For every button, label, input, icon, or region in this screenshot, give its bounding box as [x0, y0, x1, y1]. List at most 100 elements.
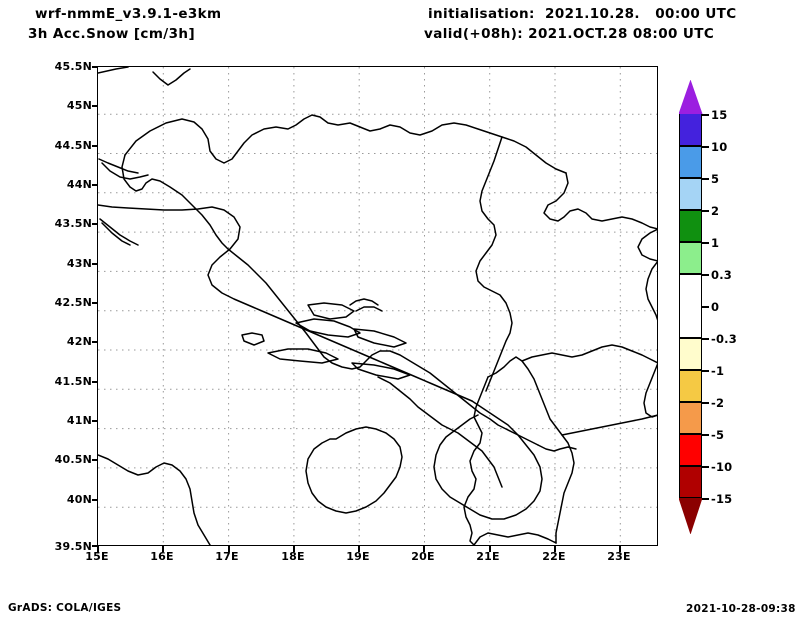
lat-tickmark	[92, 341, 98, 343]
colorbar-separator	[679, 465, 702, 467]
lat-tickmark	[92, 499, 98, 501]
lat-tickmark	[92, 381, 98, 383]
lon-tickmark	[489, 546, 491, 552]
lat-tickmark	[92, 545, 98, 547]
colorbar-separator	[679, 273, 702, 275]
lon-tick-18E: 18E	[281, 550, 305, 563]
lat-tick-43-5N: 43.5N	[54, 217, 92, 230]
lat-tick-42N: 42N	[66, 335, 92, 348]
colorbar-tickmark	[702, 210, 709, 212]
colorbar-tickmark	[702, 306, 709, 308]
lat-tickmark	[92, 184, 98, 186]
colorbar-label-5: 5	[711, 172, 720, 186]
colorbar-label-neg5: -5	[711, 428, 725, 442]
colorbar-separator	[679, 369, 702, 371]
lat-tick-41-5N: 41.5N	[54, 375, 92, 388]
lat-tick-41N: 41N	[66, 414, 92, 427]
colorbar-label-15: 15	[711, 108, 728, 122]
colorbar-separator	[679, 433, 702, 435]
colorbar-band-0-03	[679, 306, 702, 338]
colorbar-band-neg10	[679, 466, 702, 498]
colorbar-label-neg15: -15	[711, 492, 733, 506]
colorbar-band-15-plus	[679, 114, 702, 146]
colorbar-label-neg1: -1	[711, 364, 725, 378]
lat-tick-45N: 45N	[66, 99, 92, 112]
map-gridlines	[98, 67, 657, 545]
lat-tickmark	[92, 145, 98, 147]
lat-tick-40-5N: 40.5N	[54, 453, 92, 466]
colorbar-band-03-1	[679, 274, 702, 306]
lon-tick-20E: 20E	[411, 550, 435, 563]
lon-tick-22E: 22E	[542, 550, 566, 563]
lat-tickmark	[92, 66, 98, 68]
colorbar-tickmark	[702, 498, 709, 500]
colorbar-tickmark	[702, 370, 709, 372]
colorbar-tickmark	[702, 434, 709, 436]
lon-tick-15E: 15E	[85, 550, 109, 563]
lat-tickmark	[92, 420, 98, 422]
colorbar-label-neg2: -2	[711, 396, 725, 410]
colorbar-label-1: 1	[711, 236, 720, 250]
lat-tick-44N: 44N	[66, 178, 92, 191]
lon-tick-21E: 21E	[476, 550, 500, 563]
lon-tickmark	[162, 546, 164, 552]
lon-tickmark	[97, 546, 99, 552]
colorbar-tickmark	[702, 402, 709, 404]
lat-tick-39-5N: 39.5N	[54, 540, 92, 553]
valid-time: valid(+08h): 2021.OCT.28 08:00 UTC	[424, 26, 715, 42]
colorbar-band-10-15	[679, 146, 702, 178]
lon-tickmark	[554, 546, 556, 552]
colorbar-tickmark	[702, 242, 709, 244]
lon-tickmark	[358, 546, 360, 552]
lon-tickmark	[423, 546, 425, 552]
colorbar-band-neg2	[679, 402, 702, 434]
lat-tick-44-5N: 44.5N	[54, 139, 92, 152]
model-title: wrf-nmmE_v3.9.1-e3km	[35, 6, 222, 22]
colorbar-tickmark	[702, 466, 709, 468]
colorbar-band-neg03-0	[679, 338, 702, 370]
colorbar-label-neg0-3: -0.3	[711, 332, 737, 346]
colorbar-bottom-arrow	[679, 498, 703, 534]
lat-tick-43N: 43N	[66, 257, 92, 270]
lat-tickmark	[92, 459, 98, 461]
lat-tick-40N: 40N	[66, 493, 92, 506]
lon-tickmark	[619, 546, 621, 552]
colorbar-label-10: 10	[711, 140, 728, 154]
colorbar-label-0-3: 0.3	[711, 268, 732, 282]
lat-tick-42-5N: 42.5N	[54, 296, 92, 309]
lon-tick-16E: 16E	[150, 550, 174, 563]
colorbar-tickmark	[702, 338, 709, 340]
colorbar-band-5-10	[679, 178, 702, 210]
grads-credit: GrADS: COLA/IGES	[8, 602, 122, 614]
generation-timestamp: 2021-10-28-09:38	[686, 603, 796, 615]
map-coastlines-and-borders	[98, 67, 657, 545]
lon-tickmark	[293, 546, 295, 552]
colorbar-separator	[679, 145, 702, 147]
initialisation-time: initialisation: 2021.10.28. 00:00 UTC	[428, 6, 737, 22]
colorbar-label-2: 2	[711, 204, 720, 218]
colorbar-tickmark	[702, 274, 709, 276]
lon-tick-23E: 23E	[607, 550, 631, 563]
lon-tickmark	[228, 546, 230, 552]
colorbar-tickmark	[702, 146, 709, 148]
colorbar-separator	[679, 241, 702, 243]
lat-tickmark	[92, 263, 98, 265]
colorbar-separator	[679, 177, 702, 179]
map-plot-area	[97, 66, 658, 546]
lat-tickmark	[92, 223, 98, 225]
colorbar-band-neg5	[679, 434, 702, 466]
colorbar-separator	[679, 337, 702, 339]
colorbar-label-neg10: -10	[711, 460, 733, 474]
colorbar-tickmark	[702, 114, 709, 116]
lon-tick-19E: 19E	[346, 550, 370, 563]
colorbar-band-1-2	[679, 242, 702, 274]
lat-tickmark	[92, 105, 98, 107]
colorbar-tickmark	[702, 178, 709, 180]
colorbar-separator	[679, 209, 702, 211]
colorbar-legend: 15 10 5 2 1 0.3 0 -0.3 -1 -2 -5 -10 -15	[679, 80, 799, 545]
lon-tick-17E: 17E	[215, 550, 239, 563]
field-title: 3h Acc.Snow [cm/3h]	[28, 26, 196, 42]
colorbar-top-arrow	[679, 80, 703, 114]
lat-tickmark	[92, 302, 98, 304]
